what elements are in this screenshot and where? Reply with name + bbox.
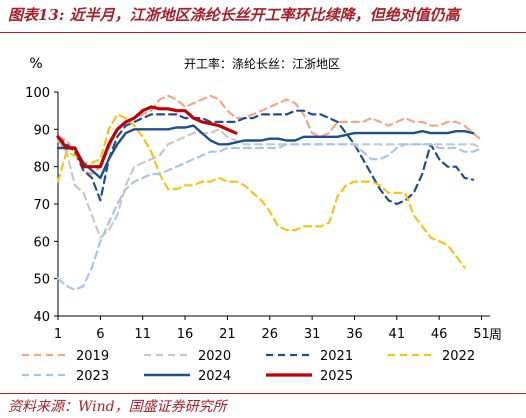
series-line-2020: [56, 128, 483, 239]
figure-title: 图表13: 近半月，江浙地区涤纶长丝开工率环比续降，但绝对值仍高: [8, 6, 460, 24]
x-tick-label: 41: [389, 327, 406, 342]
series-line-2023: [56, 143, 483, 291]
x-axis-unit-label: 周: [489, 328, 502, 343]
x-tick-label: 21: [219, 327, 236, 342]
chart-title: 开工率：涤纶长丝：江浙地区: [184, 56, 340, 71]
legend-label-2019: 2019: [76, 349, 109, 364]
x-tick-label: 36: [346, 327, 363, 342]
y-tick-label: 40: [33, 310, 50, 325]
x-tick-label: 46: [431, 327, 448, 342]
series-line-2025: [56, 105, 238, 169]
legend: 2019 2020 2021 2022 2023 2024 2025: [22, 349, 475, 384]
legend-label-2021: 2021: [320, 349, 353, 364]
series-line-2022: [56, 113, 466, 269]
source-note: 资料来源：Wind，国盛证券研究所: [8, 399, 227, 415]
legend-label-2024: 2024: [198, 369, 231, 384]
series-line-2019: [56, 94, 483, 176]
legend-label-2023: 2023: [76, 369, 109, 384]
x-tick-label: 51: [473, 327, 490, 342]
footer-rule: [0, 393, 526, 394]
x-tick-label: 6: [96, 327, 104, 342]
header-rule: [0, 32, 526, 33]
series-line-2024: [56, 124, 475, 180]
y-tick-label: 100: [25, 86, 50, 101]
x-tick-label: 16: [177, 327, 194, 342]
y-tick-label: 50: [33, 273, 50, 288]
y-axis-unit-label: %: [29, 56, 42, 72]
legend-label-2022: 2022: [442, 349, 475, 364]
y-tick-label: 70: [33, 198, 50, 213]
legend-label-2020: 2020: [198, 349, 231, 364]
x-tick-label: 26: [261, 327, 278, 342]
series-line-2021: [56, 109, 475, 206]
y-tick-label: 60: [33, 235, 50, 250]
legend-label-2025: 2025: [320, 369, 353, 384]
series-lines: [56, 94, 483, 291]
y-tick-label: 80: [33, 161, 50, 176]
x-tick-label: 31: [304, 327, 321, 342]
y-tick-label: 90: [33, 123, 50, 138]
x-tick-label: 1: [54, 327, 62, 342]
x-tick-label: 11: [134, 327, 151, 342]
